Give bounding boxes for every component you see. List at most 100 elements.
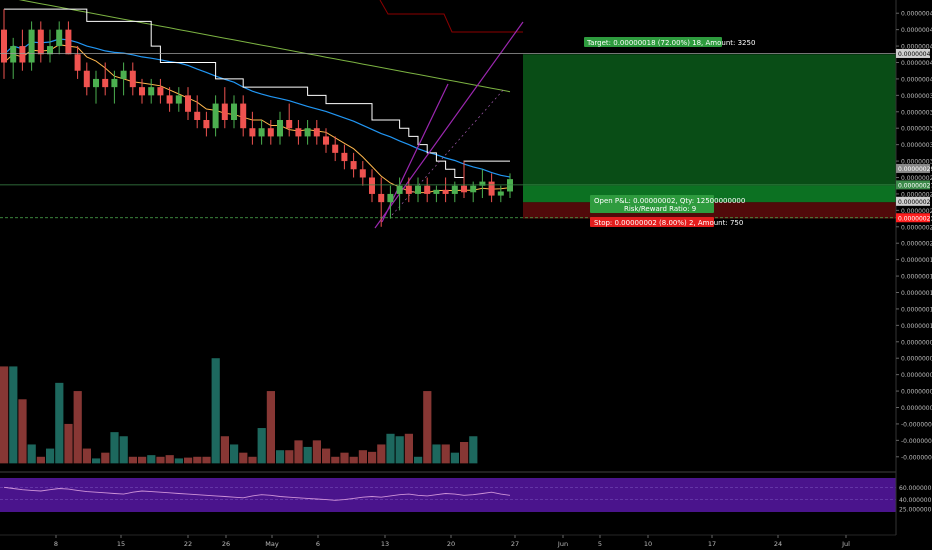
candle-body: [28, 29, 35, 63]
volume-bar: [395, 436, 404, 464]
volume-bar: [73, 391, 82, 464]
volume-bar: [404, 433, 413, 464]
profit-zone: [523, 54, 896, 203]
volume-bar: [184, 457, 193, 464]
ma-long-line: [18, 0, 511, 93]
price-tag-bg: [896, 213, 930, 223]
candle-body: [442, 189, 449, 194]
candle-body: [212, 103, 219, 129]
rsi-panel: [0, 478, 896, 512]
time-tick-label: 13: [381, 540, 389, 548]
volume-bar: [27, 444, 36, 464]
volume-bar: [0, 366, 9, 464]
candle-body: [267, 128, 274, 137]
candle-body: [120, 70, 127, 79]
price-tick-label: 0.00000036: [901, 109, 932, 116]
candle-body: [405, 185, 412, 194]
volume-bar: [156, 456, 165, 464]
price-tick-label: 0.00000002: [901, 389, 932, 396]
price-tick-label: 0.00000018: [901, 257, 932, 264]
step-high-line: [4, 8, 510, 178]
price-tick-label: 0.00000014: [901, 290, 932, 297]
rsi-tick-label: 40.000000: [899, 497, 932, 504]
volume-bar: [423, 391, 432, 464]
candle-body: [47, 46, 53, 55]
time-tick-label: 22: [184, 540, 192, 548]
price-tick-label: 0.00000016: [901, 274, 932, 281]
candle-body: [74, 54, 81, 71]
rsi-tick-label: 60.000000: [899, 485, 932, 492]
time-axis[interactable]: 8 15 22 26 May 6 13 20 27 Jun 5 10 17 24 Jul: [54, 535, 850, 548]
volume-bar: [239, 452, 248, 464]
time-tick-label: 15: [117, 540, 125, 548]
candle-body: [249, 128, 256, 137]
pnl-label: Open P&L: 0.00000002, Qty: 12500000000 R…: [590, 195, 745, 213]
rsi-tick-label: 25.000000: [899, 506, 932, 513]
ma-mid-line: [3, 38, 511, 178]
candle-body: [166, 95, 173, 104]
price-tag-label: 0.00000027: [898, 182, 932, 189]
candle-body: [185, 95, 191, 112]
candle-body: [433, 189, 440, 194]
volume-bar: [322, 448, 331, 464]
candle-body: [37, 29, 44, 55]
price-tick-label: 0.00000026: [901, 191, 932, 198]
volume-bar: [119, 436, 128, 464]
candle-body: [139, 87, 145, 96]
price-tag-label: 0.00000023: [898, 215, 932, 222]
pnl-text: Open P&L: 0.00000002, Qty: 12500000000: [594, 197, 745, 205]
price-axis[interactable]: 0.00000048 0.00000046 0.00000044 0.00000042…: [895, 0, 932, 550]
volume-bar: [18, 399, 27, 464]
volume-bar: [82, 448, 91, 464]
time-tick-label: May: [265, 540, 279, 548]
price-tag-bg: [896, 196, 930, 206]
volume-bar: [92, 458, 101, 464]
volume-bar: [349, 456, 358, 464]
candle-body: [258, 128, 265, 137]
volume-bar: [46, 448, 55, 464]
candle-body: [396, 185, 403, 194]
volume-bar: [174, 458, 183, 464]
candle-body: [323, 136, 329, 145]
price-tick-label: 0.00000044: [901, 44, 932, 51]
candle-body: [378, 193, 385, 203]
candle-body: [111, 78, 118, 88]
candle-body: [19, 46, 26, 63]
candle-body: [369, 177, 375, 194]
volume-bar: [110, 432, 119, 464]
price-tick-label: 0.00000022: [901, 224, 932, 231]
volume-bar: [266, 391, 275, 464]
candle-body: [231, 103, 237, 120]
volume-bar: [294, 440, 303, 464]
target-label: Target: 0.00000018 (72.00%) 18, Amount: …: [584, 37, 755, 47]
candle-body: [359, 169, 366, 178]
price-tag-bg: [896, 48, 930, 58]
time-tick-label: 6: [316, 540, 320, 548]
volume-bar: [469, 436, 478, 464]
volume-bar: [55, 382, 64, 464]
volume-bar: [9, 366, 18, 464]
candle-body: [415, 185, 421, 194]
candle-body: [93, 78, 99, 88]
candle-body: [277, 120, 283, 137]
rsi-line: [3, 486, 511, 501]
volume-bar: [303, 446, 312, 464]
price-tick-label: 0.00000012: [901, 306, 932, 313]
volume-bar: [414, 456, 423, 464]
candle-body: [479, 181, 486, 186]
volume-bar: [340, 452, 349, 464]
volume-bar: [368, 451, 377, 464]
candle-body: [56, 29, 63, 47]
candle-body: [221, 103, 228, 120]
volume-bar: [331, 456, 340, 464]
price-tick-label: 0.00000048: [901, 11, 932, 18]
candle-body: [461, 185, 467, 193]
candle-body: [350, 161, 357, 170]
volume-bar: [147, 455, 156, 464]
price-lines: [0, 53, 930, 536]
volume-bar: [386, 433, 395, 464]
position-tool[interactable]: [523, 54, 896, 219]
price-tick-label: -0.00000002: [901, 421, 932, 428]
